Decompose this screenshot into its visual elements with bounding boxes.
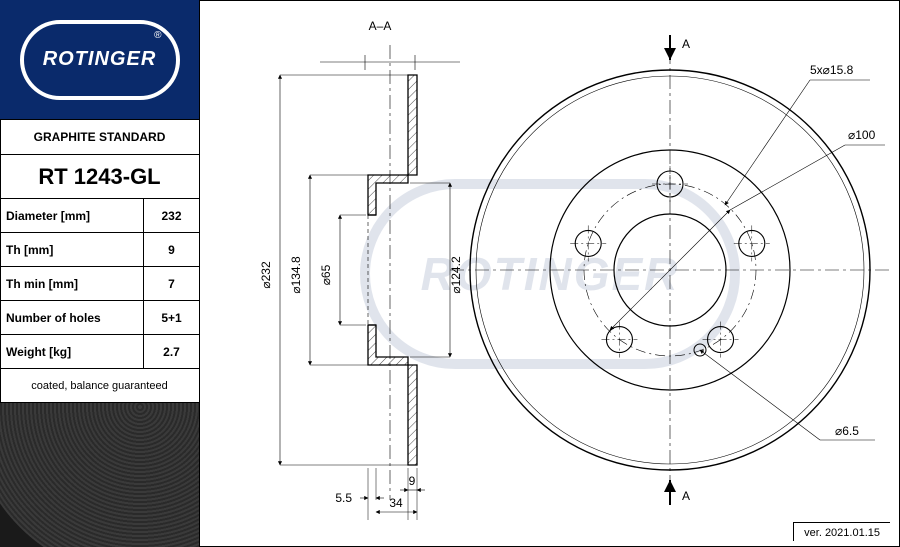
spec-label: Diameter [mm] (0, 209, 143, 223)
dim-pcd: ⌀100 (848, 128, 876, 142)
spec-value: 5+1 (143, 301, 199, 335)
spec-value: 232 (143, 199, 199, 233)
dim-5-5: 5.5 (335, 491, 352, 505)
version-label: ver. 2021.01.15 (793, 522, 890, 541)
note-row: coated, balance guaranteed (0, 369, 199, 403)
dim-d134: ⌀134.8 (289, 256, 303, 294)
registered-mark: ® (154, 30, 161, 41)
dim-9: 9 (409, 474, 416, 488)
table-row: Th [mm] 9 (0, 233, 199, 267)
section-mark-top: A (682, 37, 690, 51)
section-upper (368, 75, 417, 215)
standard-row: GRAPHITE STANDARD (0, 120, 199, 155)
part-number-row: RT 1243-GL (0, 155, 199, 199)
front-callouts: 5x⌀15.8 ⌀100 ⌀6.5 (610, 63, 885, 440)
table-row: Diameter [mm] 232 (0, 199, 199, 233)
dim-d65: ⌀65 (319, 264, 333, 285)
spec-value: 7 (143, 267, 199, 301)
dim-bolt: 5x⌀15.8 (810, 63, 854, 77)
dim-d232: ⌀232 (259, 261, 273, 289)
table-row: Number of holes 5+1 (0, 301, 199, 335)
technical-drawing: A–A (200, 0, 900, 547)
spec-value: 2.7 (143, 335, 199, 369)
spec-panel: ROTINGER ® GRAPHITE STANDARD RT 1243-GL … (0, 0, 200, 547)
dim-34: 34 (389, 496, 403, 510)
section-view: A–A (259, 19, 463, 520)
brand-logo: ROTINGER ® (20, 20, 180, 100)
table-row: Weight [kg] 2.7 (0, 335, 199, 369)
spec-label: Th [mm] (0, 243, 143, 257)
table-row: Th min [mm] 7 (0, 267, 199, 301)
section-lower (368, 325, 417, 465)
spec-label: Number of holes (0, 311, 143, 325)
dim-d124: ⌀124.2 (449, 256, 463, 294)
dim-pilot: ⌀6.5 (835, 424, 859, 438)
standard-label: GRAPHITE STANDARD (34, 130, 166, 144)
product-photo (0, 403, 199, 547)
logo-cell: ROTINGER ® (0, 0, 199, 120)
section-title: A–A (369, 19, 392, 33)
spec-label: Weight [kg] (0, 345, 143, 359)
spec-label: Th min [mm] (0, 277, 143, 291)
section-mark-bottom: A (682, 489, 690, 503)
brand-name: ROTINGER (43, 48, 157, 71)
spec-value: 9 (143, 233, 199, 267)
part-number: RT 1243-GL (38, 164, 160, 190)
note-text: coated, balance guaranteed (31, 380, 167, 392)
drawing-area: ROTINGER A–A (200, 0, 900, 547)
